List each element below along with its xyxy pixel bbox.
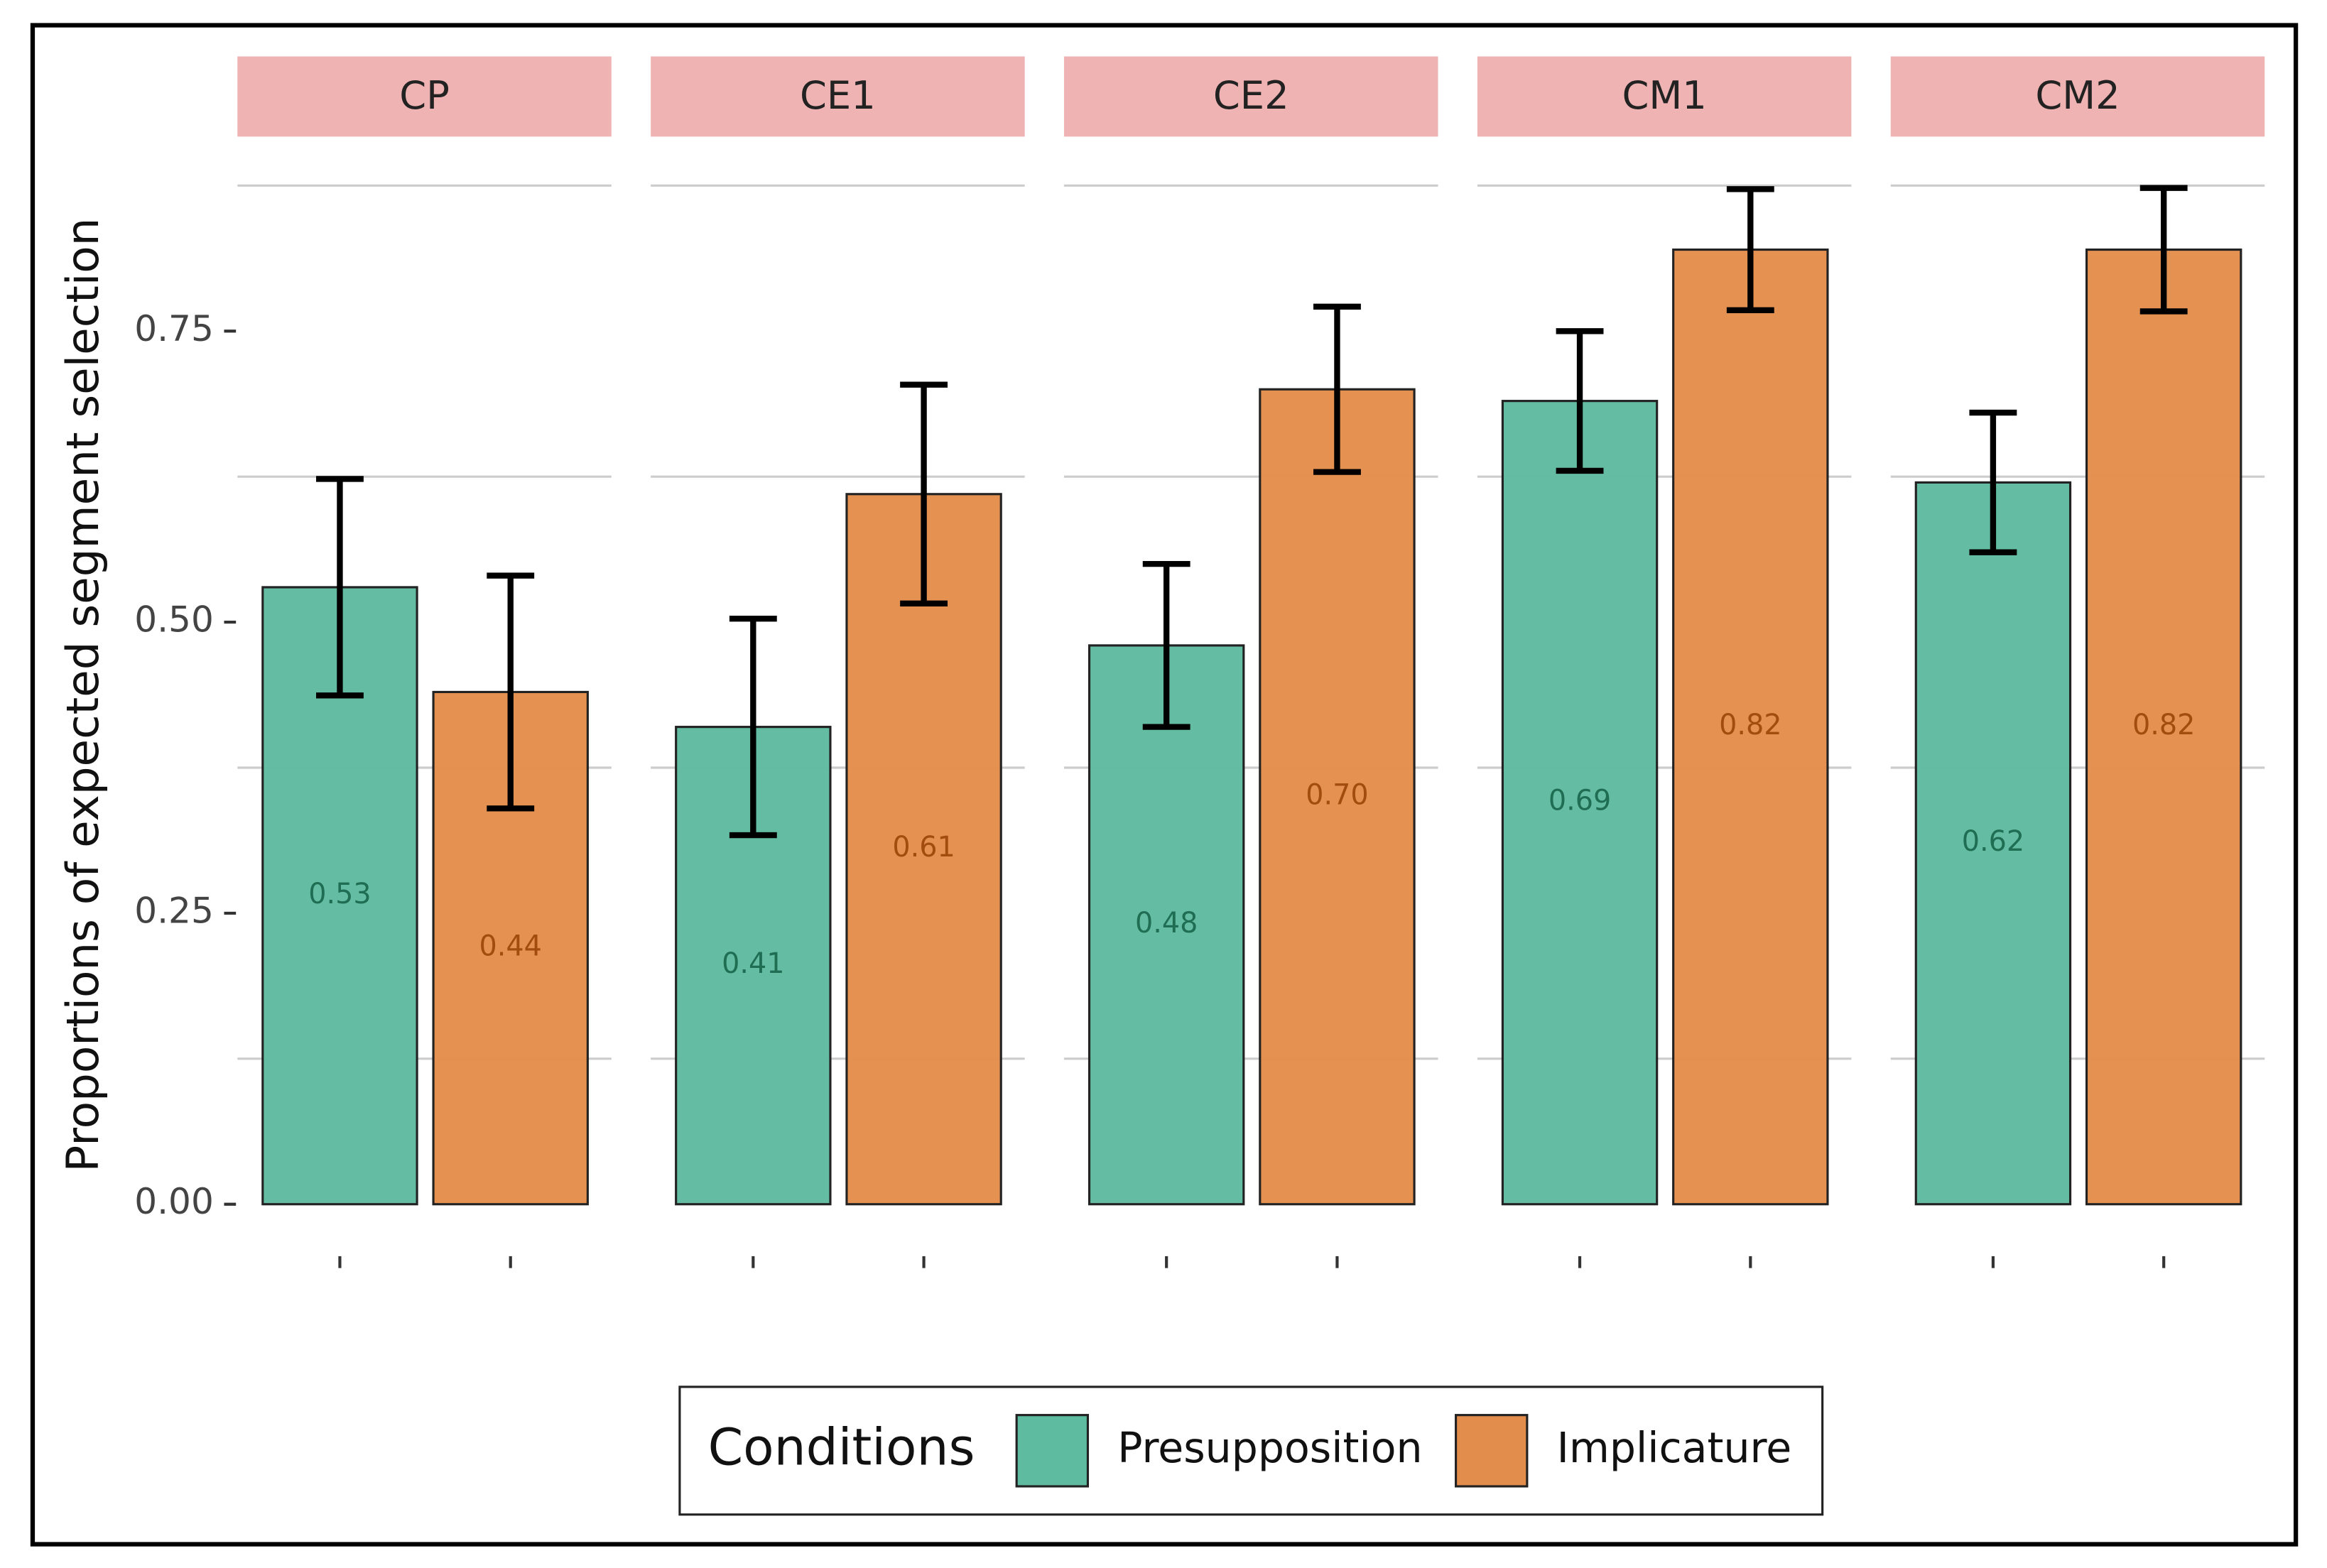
legend-label: Presupposition [1117, 1424, 1422, 1472]
error-bar [487, 572, 535, 812]
facet-label: CP [399, 73, 450, 118]
error-bar [1969, 409, 2017, 555]
error-bar [316, 476, 364, 699]
facet-label: CE2 [1213, 73, 1289, 118]
bar [845, 493, 1002, 1206]
bar [2085, 248, 2242, 1206]
data-label: 0.82 [1719, 709, 1781, 741]
error-bar [729, 615, 777, 839]
facet-label: CE1 [800, 73, 876, 118]
y-tick-label: 0.50 [134, 599, 214, 641]
data-label: 0.82 [2132, 709, 2195, 741]
bar [1501, 400, 1659, 1206]
error-bar [1556, 328, 1604, 474]
error-bar [1726, 186, 1774, 313]
legend-title: Conditions [708, 1417, 975, 1476]
legend-label: Implicature [1557, 1424, 1792, 1472]
data-label: 0.69 [1548, 785, 1611, 817]
y-axis-label: Proportions of expected segment selectio… [57, 218, 109, 1172]
bar [1259, 388, 1416, 1206]
error-bar [1142, 560, 1190, 730]
y-tick-label: 0.00 [134, 1180, 214, 1222]
legend-box [678, 1385, 1824, 1516]
facet-label: CM2 [2035, 73, 2120, 118]
error-bar [2139, 185, 2188, 315]
legend-swatch [1015, 1414, 1090, 1488]
bar [1914, 481, 2072, 1206]
error-bar [900, 381, 948, 607]
data-label: 0.41 [722, 947, 784, 980]
facet-strip [237, 56, 612, 137]
legend-swatch [1455, 1414, 1529, 1488]
data-label: 0.44 [479, 930, 542, 963]
error-bar [1313, 303, 1361, 475]
data-label: 0.70 [1306, 778, 1368, 811]
legend: Conditions [678, 1385, 1824, 1516]
data-label: 0.53 [308, 878, 371, 910]
bar [1672, 248, 1829, 1206]
facet-strip [1477, 56, 1852, 137]
y-tick-label: 0.75 [134, 307, 214, 349]
data-label: 0.62 [1962, 825, 2024, 858]
facet-label: CM1 [1622, 73, 1706, 118]
facet-strip [1064, 56, 1438, 137]
data-label: 0.61 [892, 831, 955, 864]
data-label: 0.48 [1135, 907, 1198, 940]
facet-strip [1890, 56, 2265, 137]
y-tick-label: 0.25 [134, 889, 214, 931]
bar [1087, 644, 1245, 1206]
facet-strip [651, 56, 1025, 137]
